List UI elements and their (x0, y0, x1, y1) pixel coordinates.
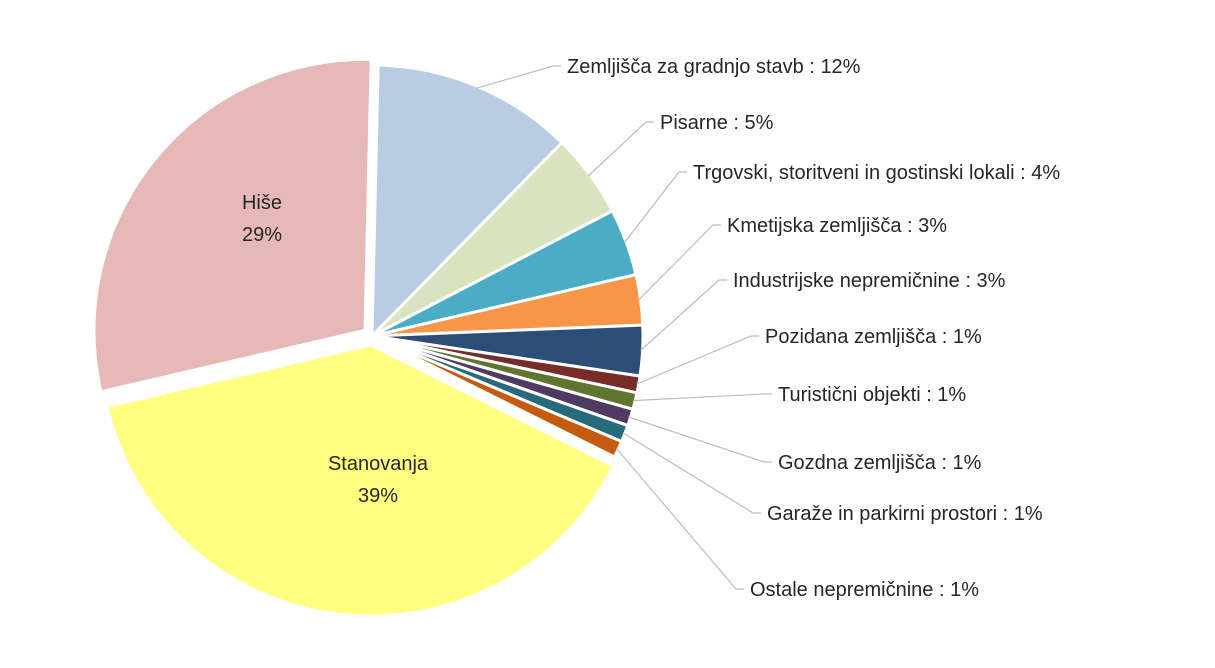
slices-layer (92, 57, 645, 618)
slice-label-6: Pozidana zemljišča : 1% (765, 326, 982, 348)
slice-value-label-11: 39% (358, 485, 398, 507)
slice-value-label-12: 29% (242, 224, 282, 246)
slice-label-5: Industrijske nepremičnine : 3% (733, 270, 1006, 292)
leader-line-9 (622, 432, 761, 514)
slice-label-3: Trgovski, storitveni in gostinski lokali… (693, 162, 1060, 184)
leader-line-2 (587, 121, 654, 177)
pie-slice-10 (370, 334, 624, 459)
slice-name-label-11: Stanovanja (328, 453, 429, 475)
leader-line-7 (633, 393, 772, 402)
leader-line-6 (636, 335, 759, 385)
slice-label-4: Kmetijska zemljišča : 3% (727, 215, 947, 237)
leader-line-5 (640, 279, 727, 351)
slice-label-1: Zemljišča za gradnjo stavb : 12% (567, 56, 861, 78)
slice-label-7: Turistični objekti : 1% (778, 384, 966, 406)
leader-line-10 (615, 448, 744, 590)
slice-label-8: Gozdna zemljišča : 1% (778, 452, 982, 474)
pie-slice-1 (370, 63, 564, 338)
leader-line-4 (638, 224, 721, 301)
leader-lines-layer (476, 65, 772, 590)
pie-slice-12 (92, 57, 373, 394)
labels-layer: Zemljišča za gradnjo stavb : 12% Pisarne … (242, 56, 1060, 601)
pie-slice-11 (105, 343, 615, 618)
slice-name-label-12: Hiše (242, 192, 282, 214)
slice-label-10: Ostale nepremičnine : 1% (750, 579, 979, 601)
leader-line-8 (628, 416, 772, 463)
slice-label-2: Pisarne : 5% (660, 112, 774, 134)
leader-line-1 (476, 65, 561, 89)
leader-line-3 (623, 171, 687, 244)
slice-label-9: Garaže in parkirni prostori : 1% (767, 503, 1043, 525)
